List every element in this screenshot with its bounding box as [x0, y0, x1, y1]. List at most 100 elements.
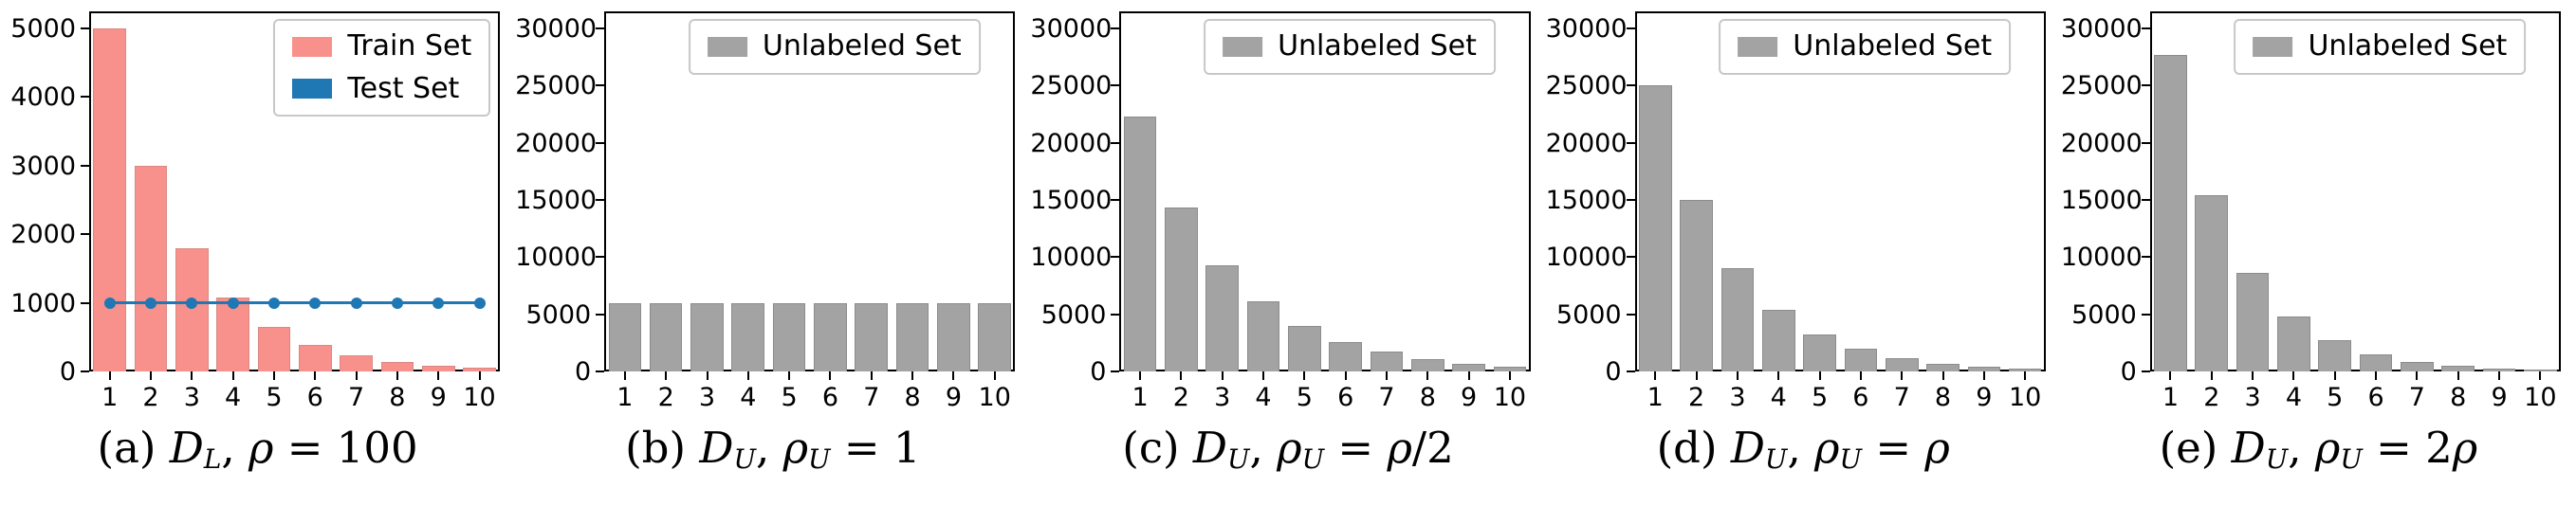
caption: (e) DU, ρU = 2ρ — [2061, 423, 2576, 476]
caption: (c) DU, ρU = ρ/2 — [1030, 423, 1545, 476]
test-set-line — [109, 301, 480, 305]
x-tick — [1385, 371, 1388, 380]
legend-row: Train Set — [292, 29, 471, 63]
x-tick — [911, 371, 914, 380]
y-tick-label: 25000 — [1545, 71, 1628, 101]
y-tick — [1626, 199, 1635, 202]
y-tick — [1626, 370, 1635, 372]
y-tick-label: 25000 — [515, 71, 598, 101]
bar-train-set — [93, 28, 126, 371]
y-tick — [1626, 27, 1635, 30]
caption-segment: = — [1324, 423, 1388, 473]
bar-train-set — [340, 354, 373, 371]
x-tick-label: 8 — [1934, 383, 1952, 412]
x-tick-label: 2 — [142, 383, 159, 412]
y-tick — [2141, 370, 2150, 372]
bar-unlabeled-set — [1205, 264, 1240, 371]
legend-row: Test Set — [292, 72, 471, 106]
x-tick-label: 5 — [781, 383, 798, 412]
x-tick-label: 2 — [1687, 383, 1705, 412]
caption-segment: , — [2288, 423, 2315, 473]
bar-train-set — [134, 165, 168, 371]
x-tick — [1344, 371, 1347, 380]
bar-unlabeled-set — [1803, 334, 1836, 371]
caption-segment: (e) — [2159, 423, 2232, 473]
y-tick-label: 10000 — [515, 243, 598, 273]
y-tick-label: 20000 — [515, 128, 598, 158]
bar-train-set — [216, 297, 249, 371]
bar-unlabeled-set — [1761, 309, 1795, 371]
x-tick-label: 9 — [945, 383, 963, 412]
x-tick-label: 10 — [1493, 383, 1527, 412]
x-tick — [1982, 371, 1985, 380]
x-tick-label: 3 — [1214, 383, 1231, 412]
legend-swatch-test-set — [292, 79, 333, 99]
caption-segment: D — [2231, 423, 2266, 473]
x-tick-label: 2 — [2203, 383, 2220, 412]
bar-train-set — [298, 344, 332, 371]
x-tick — [993, 371, 996, 380]
caption-segment: = 1 — [830, 423, 921, 473]
bar-unlabeled-set — [731, 302, 765, 371]
bar-unlabeled-set — [2008, 368, 2042, 371]
caption-segment: D — [699, 423, 734, 473]
x-tick-label: 5 — [1296, 383, 1313, 412]
caption-segment: ρ — [782, 423, 809, 473]
y-tick-label: 3000 — [10, 151, 76, 181]
x-tick — [1180, 371, 1183, 380]
caption-segment: U — [1301, 443, 1325, 476]
x-tick-label: 4 — [740, 383, 757, 412]
caption-segment: U — [2340, 443, 2363, 476]
x-tick-label: 3 — [2244, 383, 2261, 412]
bar-unlabeled-set — [690, 302, 724, 371]
bar-unlabeled-set — [1123, 116, 1157, 371]
legend-row: Unlabeled Set — [707, 29, 962, 63]
x-tick — [231, 371, 234, 380]
x-tick-label: 2 — [1172, 383, 1189, 412]
x-tick — [2252, 371, 2254, 380]
caption-segment: (d) — [1656, 423, 1731, 473]
test-set-marker — [186, 297, 198, 309]
x-tick — [1777, 371, 1780, 380]
bar-unlabeled-set — [1967, 366, 2001, 371]
y-tick — [596, 313, 605, 316]
caption-segment: ρ — [248, 423, 274, 473]
bar-unlabeled-set — [895, 302, 929, 371]
bar-train-set — [175, 247, 209, 371]
bar-unlabeled-set — [2401, 361, 2434, 371]
x-tick — [1736, 371, 1739, 380]
x-tick-label: 4 — [225, 383, 242, 412]
x-tick-label: 7 — [1893, 383, 1910, 412]
y-tick-label: 25000 — [2060, 71, 2143, 101]
x-tick-label: 3 — [698, 383, 716, 412]
legend-row: Unlabeled Set — [2253, 29, 2507, 63]
x-tick-label: 6 — [1852, 383, 1869, 412]
x-tick-label: 10 — [463, 383, 496, 412]
legend-row: Unlabeled Set — [1738, 29, 1992, 63]
x-tick — [1303, 371, 1306, 380]
bar-unlabeled-set — [1680, 200, 1713, 371]
caption-segment: = 2 — [2362, 423, 2453, 473]
x-tick-label: 9 — [1976, 383, 1993, 412]
y-tick — [81, 370, 89, 372]
caption-segment: U — [733, 443, 756, 476]
x-tick-label: 5 — [266, 383, 283, 412]
test-set-marker — [144, 297, 156, 309]
bar-unlabeled-set — [2236, 273, 2270, 371]
y-tick — [81, 164, 89, 167]
caption-segment: D — [1192, 423, 1228, 473]
y-tick-label: 0 — [1605, 357, 1622, 387]
caption-segment: = — [1862, 423, 1925, 473]
legend-swatch-unlabeled-set — [1738, 36, 1778, 57]
bar-train-set — [257, 326, 291, 371]
x-tick-label: 3 — [183, 383, 200, 412]
y-tick — [81, 27, 89, 30]
y-tick-label: 10000 — [2060, 243, 2143, 273]
x-tick — [1941, 371, 1944, 380]
caption-segment: , — [1249, 423, 1278, 473]
y-tick — [81, 233, 89, 236]
bar-unlabeled-set — [855, 302, 889, 371]
bar-unlabeled-set — [1638, 85, 1672, 371]
bar-unlabeled-set — [1926, 363, 1960, 371]
